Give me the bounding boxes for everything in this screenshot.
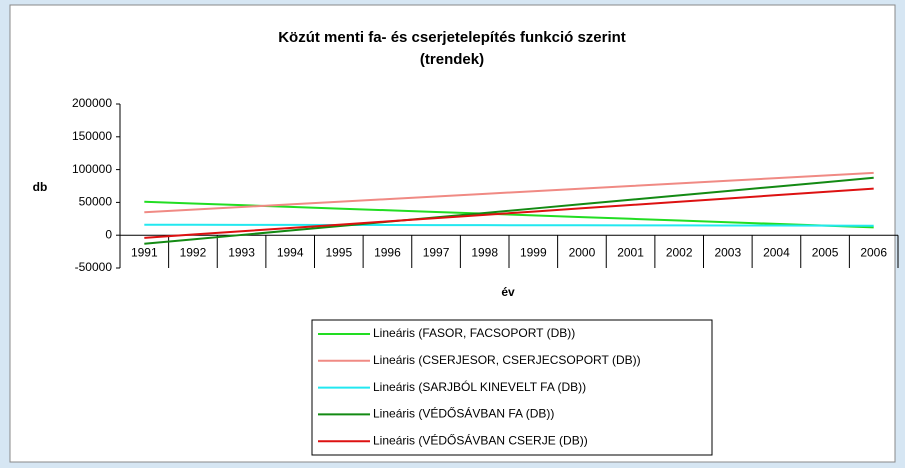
x-tick-label: 1999 [520,245,547,259]
x-tick-label: 1998 [471,245,498,259]
x-tick-label: 2001 [617,245,644,259]
x-tick-label: 2006 [860,245,887,259]
series-line [144,176,874,245]
y-tick-label: 100000 [72,162,112,176]
x-tick-label: 1992 [180,245,207,259]
legend-label: Lineáris (SARJBÓL KINEVELT FA (DB)) [373,379,586,394]
y-tick-label: 0 [105,227,112,241]
x-tick-label: 2002 [666,245,693,259]
y-axis-label: db [33,180,48,194]
x-tick-label: 1997 [423,245,450,259]
x-tick-label: 2004 [763,245,790,259]
x-tick-label: 1994 [277,245,304,259]
y-tick-label: 200000 [72,96,112,110]
x-tick-label: 1995 [325,245,352,259]
x-tick-label: 2003 [714,245,741,259]
series-line [144,171,874,214]
series-line [144,223,874,227]
chart-title: (trendek) [420,51,484,68]
series-line [144,187,874,239]
legend-label: Lineáris (CSERJESOR, CSERJECSOPORT (DB)) [373,353,641,367]
y-tick-label: 50000 [79,195,113,209]
x-axis-label: év [501,285,515,299]
x-tick-label: 2005 [812,245,839,259]
y-tick-label: -50000 [75,260,113,274]
legend-label: Lineáris (VÉDŐSÁVBAN FA (DB)) [373,406,554,421]
x-tick-label: 2000 [569,245,596,259]
chart-title: Közút menti fa- és cserjetelepítés funkc… [278,29,626,46]
legend [311,319,713,456]
x-tick-label: 1996 [374,245,401,259]
y-tick-label: 150000 [72,129,112,143]
x-tick-label: 1993 [228,245,255,259]
x-tick-label: 1991 [131,245,158,259]
legend-label: Lineáris (VÉDŐSÁVBAN CSERJE (DB)) [373,432,588,447]
legend-label: Lineáris (FASOR, FACSOPORT (DB)) [373,326,575,340]
